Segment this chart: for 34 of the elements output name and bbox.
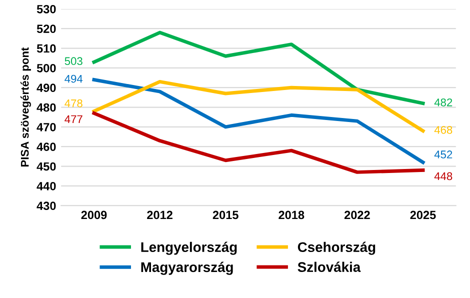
y-axis-title: PISA szövegértés pont <box>20 47 31 167</box>
y-tick-label: 430 <box>36 202 56 210</box>
legend-label: Szlovákia <box>298 262 361 272</box>
x-tick-label: 2012 <box>147 210 172 220</box>
data-label: 494 <box>64 74 83 83</box>
y-tick-label: 530 <box>36 4 56 14</box>
x-tick-label: 2022 <box>344 210 370 220</box>
y-tick-label: 520 <box>36 24 56 33</box>
y-tick-label: 480 <box>36 103 56 112</box>
y-tick-label: 440 <box>36 182 56 190</box>
y-tick-label: 470 <box>36 122 56 132</box>
data-label: 482 <box>434 98 452 106</box>
y-tick-label: 490 <box>36 84 56 92</box>
x-tick-label: 2018 <box>278 210 304 220</box>
legend-label: Csehország <box>298 242 376 255</box>
x-tick-label: 2025 <box>410 210 436 220</box>
y-tick-label: 450 <box>36 162 56 171</box>
legend-label: Lengyelország <box>141 242 237 255</box>
line-series <box>92 111 425 174</box>
y-tick-label: 500 <box>36 64 56 72</box>
data-label: 452 <box>434 150 452 158</box>
line-series <box>92 80 425 133</box>
data-label: 477 <box>64 115 82 123</box>
data-label: 478 <box>64 99 82 108</box>
legend-label: Magyarország <box>141 262 233 275</box>
data-label: 503 <box>64 57 82 66</box>
data-label: 468 <box>434 126 452 134</box>
data-label: 448 <box>434 172 452 180</box>
line-series <box>92 30 425 106</box>
x-tick-label: 2009 <box>81 210 107 220</box>
y-tick-label: 460 <box>36 142 56 152</box>
line-series <box>92 78 425 164</box>
y-tick-label: 510 <box>36 44 56 53</box>
x-tick-label: 2015 <box>212 210 238 220</box>
